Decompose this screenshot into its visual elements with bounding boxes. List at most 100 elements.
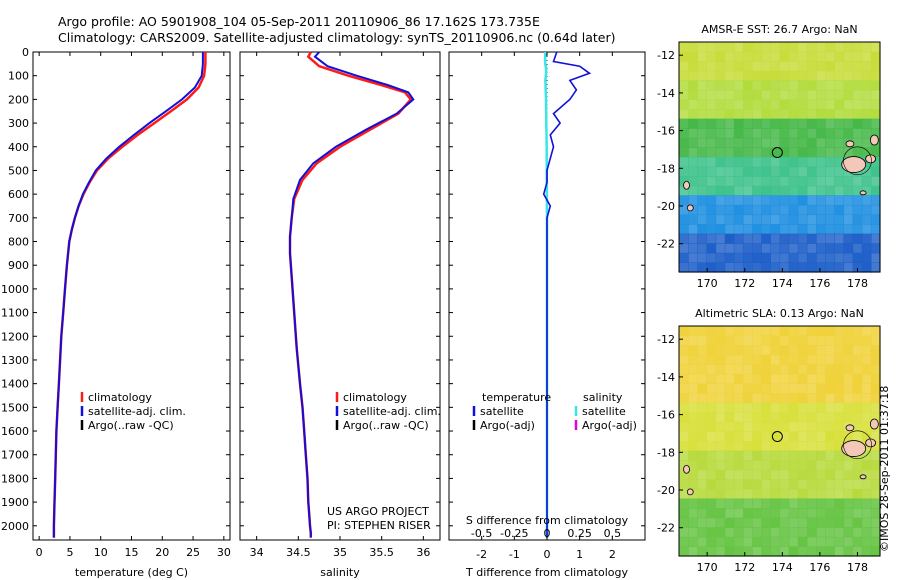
sst_map-heatmap-cell xyxy=(806,70,817,81)
sla_map-heatmap-cell xyxy=(834,469,845,480)
sst_map-title: AMSR-E SST: 26.7 Argo: NaN xyxy=(701,23,857,36)
sla_map-heatmap-cell xyxy=(697,527,708,538)
sla_map-heatmap-cell xyxy=(706,364,717,375)
sla_map-heatmap-cell xyxy=(752,431,762,442)
salinity-axes-frame xyxy=(239,51,441,541)
sla_map-heatmap-cell xyxy=(843,517,854,528)
sst_map-heatmap-cell xyxy=(797,80,808,91)
sst_map-heatmap-cell xyxy=(697,89,708,101)
sst_map-heatmap-cell xyxy=(788,137,799,149)
sst_map-heatmap-cell xyxy=(761,224,771,235)
sla_map-heatmap-cell xyxy=(797,402,808,413)
sla_map-heatmap-cell xyxy=(825,412,835,423)
sst_map-heatmap-cell xyxy=(806,61,817,72)
sst_map-heatmap-cell xyxy=(770,118,781,129)
sst_map-heatmap-cell xyxy=(733,252,744,264)
sst_map-heatmap-cell xyxy=(706,176,717,187)
sst_map-heatmap-cell xyxy=(679,42,689,53)
sst_map-heatmap-cell xyxy=(861,157,872,168)
sst_map-heatmap-cell xyxy=(724,176,735,187)
sst_map-heatmap-cell xyxy=(843,224,854,235)
sst_map-heatmap-cell xyxy=(861,42,872,53)
sst_map-heatmap-cell xyxy=(797,137,808,149)
sst_map-heatmap-cell xyxy=(688,214,698,225)
sla_map-heatmap-cell xyxy=(697,335,708,346)
sla_map-heatmap-cell xyxy=(724,517,735,528)
sst_map-heatmap-cell xyxy=(761,128,771,139)
sst_map-heatmap-cell xyxy=(706,147,717,158)
sla_map-heatmap-cell xyxy=(688,488,698,500)
sla_map-heatmap-cell xyxy=(779,536,790,548)
sst_map-heatmap-cell xyxy=(834,147,845,158)
sla_map-heatmap-cell xyxy=(797,450,808,461)
sla_map-heatmap-cell xyxy=(797,441,808,452)
sst_map-heatmap-cell xyxy=(679,214,689,225)
sst_map-heatmap-cell xyxy=(870,243,881,254)
sla_map-heatmap-cell xyxy=(761,488,771,500)
sst_map-heatmap-cell xyxy=(733,61,744,72)
sst_map-heatmap-cell xyxy=(834,61,845,72)
sla_map-heatmap-cell xyxy=(706,421,717,433)
sst_map-heatmap-cell xyxy=(843,42,854,53)
sla_map-heatmap-cell xyxy=(752,546,762,557)
sst_map-heatmap-cell xyxy=(816,166,826,177)
sla_map-heatmap-cell xyxy=(724,383,735,394)
salinity-x-tick-label: 34.5 xyxy=(286,546,311,559)
sla_map-heatmap-cell xyxy=(761,431,771,442)
sla_map-heatmap-cell xyxy=(733,393,744,404)
sla_map-heatmap-cell xyxy=(733,479,744,490)
sla_map-heatmap-cell xyxy=(861,508,872,519)
sla_map-heatmap-cell xyxy=(870,354,881,365)
sst_map-heatmap-cell xyxy=(706,166,717,177)
sst_map-heatmap-cell xyxy=(770,166,781,177)
sst_map-heatmap-cell xyxy=(861,195,872,206)
sst_map-heatmap-cell xyxy=(779,204,790,216)
sla_map-heatmap-cell xyxy=(825,421,835,433)
sla_map-heatmap-cell xyxy=(688,469,698,480)
temperature-x-axis-label: temperature (deg C) xyxy=(75,566,188,579)
sst_map-heatmap-cell xyxy=(779,147,790,158)
sla_map-heatmap-cell xyxy=(825,326,835,337)
temperature-legend-title: temperature xyxy=(482,391,551,404)
sst_map-heatmap-cell xyxy=(816,252,826,264)
sla_map-heatmap-cell xyxy=(852,488,863,500)
sst_map-heatmap-cell xyxy=(706,204,717,216)
sla_map-heatmap-cell xyxy=(688,402,698,413)
difference-panel: -2 -1 0 1 2 -0.5 -0.25 0 0.25 0.5S difference fro… xyxy=(448,51,646,579)
sst_map-heatmap-cell xyxy=(679,89,689,101)
sst_map-heatmap-cell xyxy=(843,80,854,91)
credit-label: ©IMOS 28-Sep-2011 01:37:18 xyxy=(878,385,891,552)
sst_map-island-shape xyxy=(869,134,879,146)
sla_map-ytick-label: -20 xyxy=(657,484,675,497)
sst_map-heatmap-cell xyxy=(861,262,872,273)
sla_map-heatmap-cell xyxy=(733,412,744,423)
temperature-satellite-line xyxy=(52,52,204,538)
sst_map-heatmap-cell xyxy=(788,214,799,225)
sst_map-heatmap-cell xyxy=(852,214,863,225)
sla_map-heatmap-cell xyxy=(761,383,771,394)
sla_map-heatmap-cell xyxy=(715,354,726,365)
sst_map-heatmap-cell xyxy=(870,89,881,101)
sla_map-heatmap-cell xyxy=(752,364,762,375)
sla_map-heatmap-cell xyxy=(852,383,863,394)
sla_map-heatmap-cell xyxy=(724,364,735,375)
temperature-x-tick-label: 15 xyxy=(125,546,139,559)
salinity-diff-axis-label: S difference from climatology xyxy=(466,514,629,527)
sst_map-heatmap-cell xyxy=(797,185,808,196)
sst_map-heatmap-cell xyxy=(870,128,881,139)
sst_map-heatmap-cell xyxy=(834,109,845,120)
sla_map-heatmap-cell xyxy=(688,364,698,375)
sst_map-heatmap-cell xyxy=(834,80,845,91)
sst_map-heatmap-cell xyxy=(870,185,881,196)
sst_map-heatmap-cell xyxy=(797,70,808,81)
sst_map-heatmap-cell xyxy=(816,61,826,72)
sst_map-heatmap-cell xyxy=(834,176,845,187)
sst_map-heatmap-cell xyxy=(679,51,689,62)
sla_map-heatmap-cell xyxy=(715,536,726,548)
sst_map-heatmap-cell xyxy=(733,109,744,120)
sst_map-heatmap-cell xyxy=(679,137,689,149)
sla_map-heatmap-cell xyxy=(870,412,881,423)
sla_map-heatmap-cell xyxy=(788,364,799,375)
sst_map-heatmap-cell xyxy=(852,252,863,264)
sla_map-heatmap-cell xyxy=(816,364,826,375)
